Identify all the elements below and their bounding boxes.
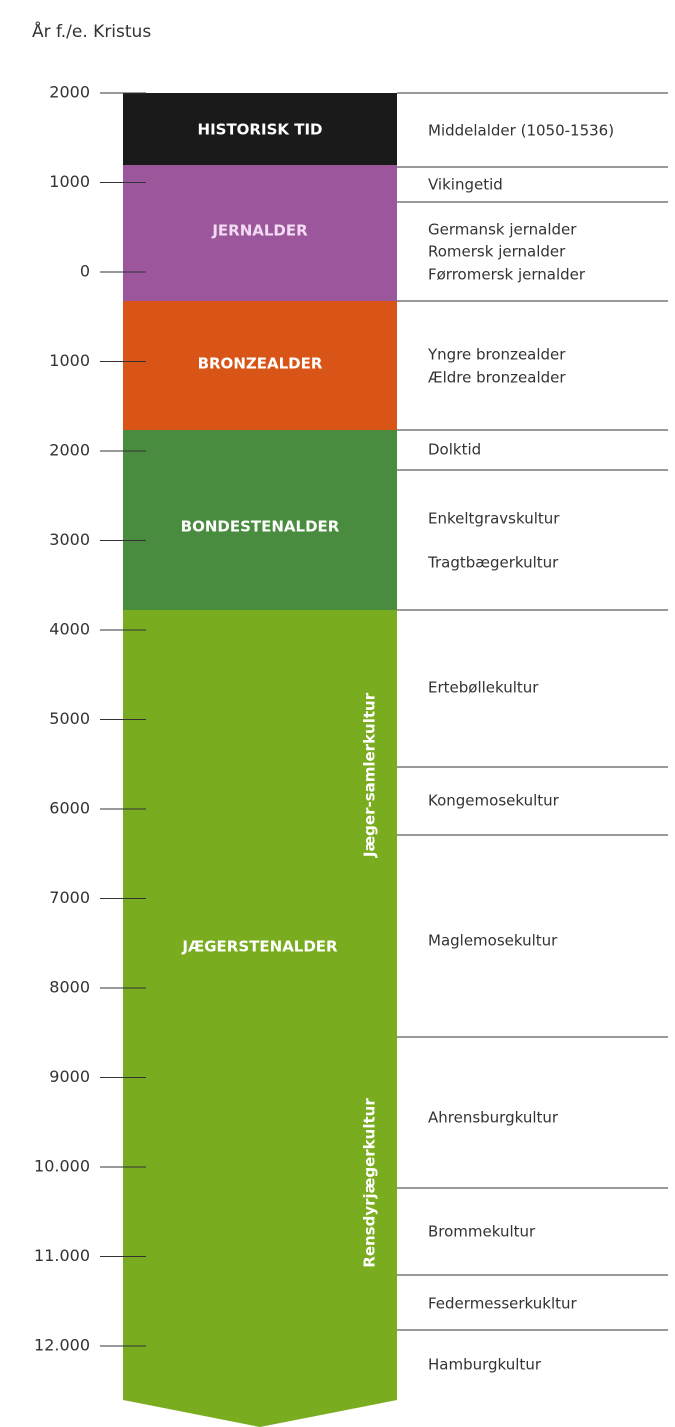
culture-label: Ahrensburgkultur bbox=[428, 1109, 559, 1127]
title: År f./e. Kristus bbox=[32, 20, 151, 42]
culture-label: Brommekultur bbox=[428, 1223, 536, 1241]
culture-label: Førromersk jernalder bbox=[428, 266, 586, 284]
tick-label: 6000 bbox=[49, 799, 90, 818]
tick-label: 1000 bbox=[49, 351, 90, 370]
tick-label: 2000 bbox=[49, 441, 90, 460]
period-label: HISTORISK TID bbox=[198, 121, 323, 139]
culture-label: Hamburgkultur bbox=[428, 1356, 542, 1374]
tick-label: 1000 bbox=[49, 172, 90, 191]
culture-label: Kongemosekultur bbox=[428, 792, 560, 810]
culture-label: Maglemosekultur bbox=[428, 932, 558, 950]
tick-label: 5000 bbox=[49, 709, 90, 728]
culture-label: Germansk jernalder bbox=[428, 221, 577, 239]
tick-label: 3000 bbox=[49, 530, 90, 549]
tick-label: 11.000 bbox=[34, 1246, 90, 1265]
vertical-label: Jæger-samlerkultur bbox=[361, 692, 379, 858]
culture-label: Federmesserkukltur bbox=[428, 1295, 578, 1313]
tick-label: 9000 bbox=[49, 1067, 90, 1086]
culture-label: Vikingetid bbox=[428, 176, 503, 194]
tick-label: 2000 bbox=[49, 83, 90, 102]
culture-label: Romersk jernalder bbox=[428, 243, 566, 261]
culture-label: Dolktid bbox=[428, 441, 481, 459]
culture-label: Yngre bronzealder bbox=[427, 346, 566, 364]
culture-label: Middelalder (1050-1536) bbox=[428, 122, 614, 140]
period-label: JERNALDER bbox=[211, 222, 308, 240]
culture-label: Ældre bronzealder bbox=[428, 369, 566, 387]
vertical-label: Rensdyrjægerkultur bbox=[361, 1098, 379, 1268]
period-block bbox=[123, 610, 397, 1427]
period-label: BONDESTENALDER bbox=[181, 518, 340, 536]
period-block bbox=[123, 301, 397, 430]
tick-label: 10.000 bbox=[34, 1157, 90, 1176]
culture-label: Ertebøllekultur bbox=[428, 679, 539, 697]
tick-label: 0 bbox=[80, 262, 90, 281]
period-block bbox=[123, 93, 397, 165]
labels: 2000 1000 0 1000 2000 3000 4000 5000 6000 7000 800… bbox=[34, 83, 668, 1374]
culture-label: Tragtbægerkultur bbox=[427, 554, 559, 572]
culture-label: Enkeltgravskultur bbox=[428, 510, 560, 528]
tick-label: 12.000 bbox=[34, 1336, 90, 1355]
period-block bbox=[123, 165, 397, 301]
period-block bbox=[123, 430, 397, 610]
tick-label: 8000 bbox=[49, 978, 90, 997]
tick-label: 7000 bbox=[49, 888, 90, 907]
period-label: JÆGERSTENALDER bbox=[181, 938, 338, 956]
period-label: BRONZEALDER bbox=[198, 355, 323, 373]
tick-label: 4000 bbox=[49, 620, 90, 639]
